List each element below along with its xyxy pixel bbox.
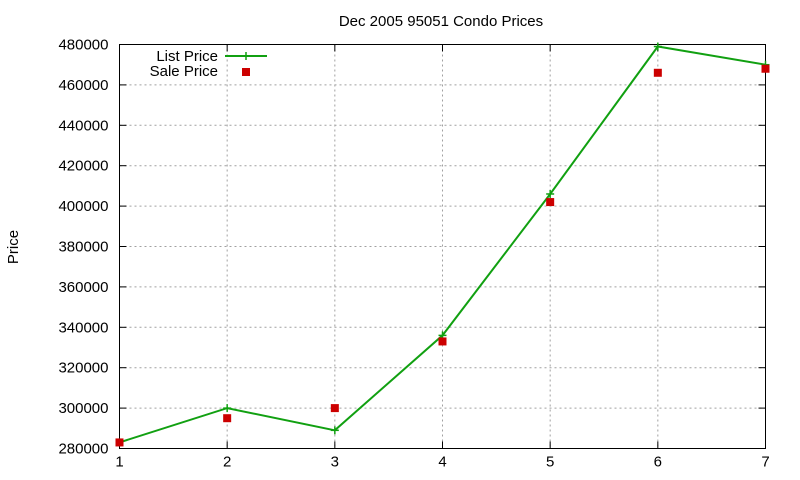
y-tick-label: 440000 [58, 117, 108, 134]
legend-label-list-price: List Price [156, 48, 218, 65]
legend-swatch-list-price [225, 52, 267, 60]
y-tick-label: 380000 [58, 239, 108, 256]
chart-title: Dec 2005 95051 Condo Prices [339, 13, 543, 30]
sale-price-point [223, 414, 232, 423]
y-tick-label: 280000 [58, 441, 108, 458]
y-axis-label: Price [5, 230, 22, 264]
y-tick-label: 480000 [58, 37, 108, 54]
sale-price-point [330, 404, 339, 413]
list-price-point [330, 426, 339, 435]
sale-price-point [115, 438, 124, 447]
sale-price-point [438, 337, 447, 346]
sale-price-point [653, 68, 662, 77]
x-tick-label: 5 [546, 454, 554, 471]
legend-swatch-sale-price [242, 68, 250, 76]
y-tick-label: 320000 [58, 360, 108, 377]
sale-price-point [546, 198, 555, 207]
y-tick-label: 400000 [58, 198, 108, 215]
y-tick-label: 340000 [58, 319, 108, 336]
list-price-point [223, 404, 232, 413]
list-price-point [546, 189, 555, 198]
y-tick-label: 300000 [58, 400, 108, 417]
x-tick-label: 4 [438, 454, 446, 471]
y-tick-label: 420000 [58, 158, 108, 175]
y-tick-label: 360000 [58, 279, 108, 296]
y-tick-label: 460000 [58, 77, 108, 94]
x-tick-label: 1 [115, 454, 123, 471]
legend-cross [242, 52, 250, 60]
series [115, 42, 770, 447]
legend: List Price Sale Price [150, 48, 267, 80]
grid [119, 44, 766, 449]
x-tick-label: 6 [654, 454, 662, 471]
x-tick-label: 7 [761, 454, 769, 471]
sale-price-point [761, 64, 770, 73]
x-tick-label: 2 [223, 454, 231, 471]
axis-tick-labels: 280000 300000 320000 340000 360000 380000 4000… [58, 37, 769, 471]
legend-square [242, 68, 250, 76]
x-tick-label: 3 [331, 454, 339, 471]
list-price-point [653, 42, 662, 51]
legend-label-sale-price: Sale Price [150, 63, 218, 80]
